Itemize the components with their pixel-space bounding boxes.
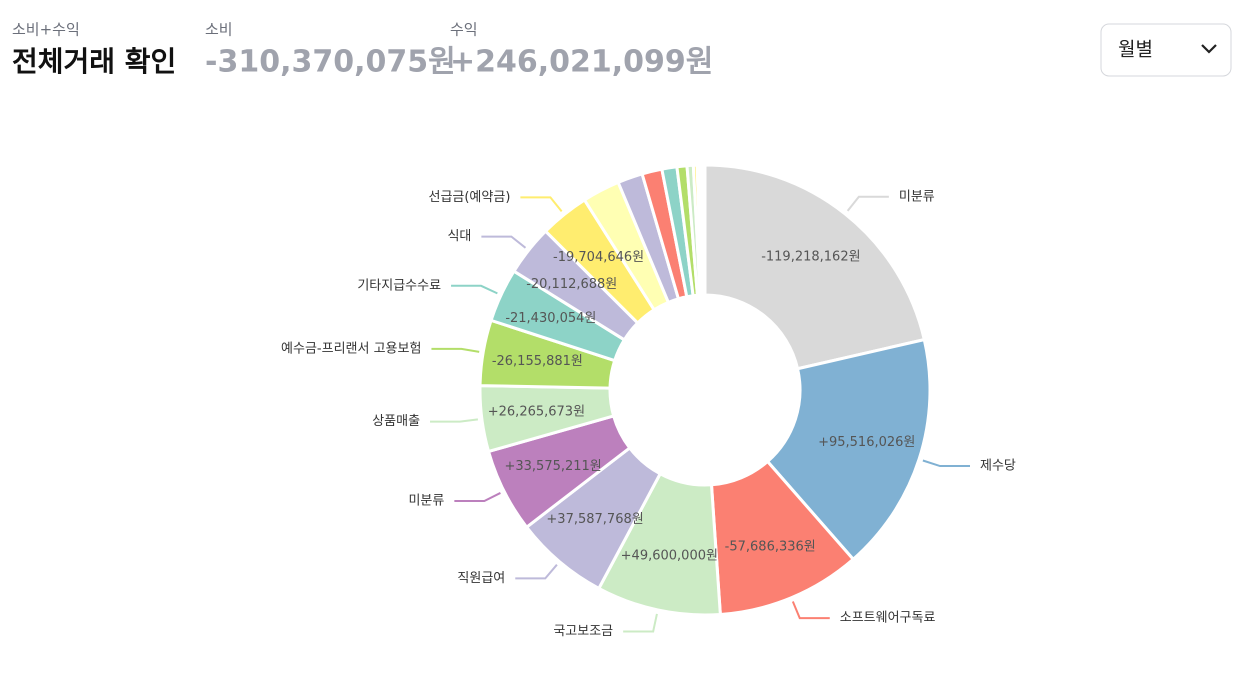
spend-label: 소비 (205, 21, 233, 39)
dropdown-label[interactable]: 월별 (1118, 39, 1153, 61)
leader-line (922, 459, 971, 468)
value-label: +49,600,000원 (621, 549, 718, 564)
slice (702, 163, 707, 297)
category-label: 제수당 (980, 459, 1016, 474)
income-label: 수익 (450, 21, 478, 39)
value-label: -20,112,688원 (526, 277, 617, 292)
spend-total: -310,370,075원 (205, 45, 456, 80)
leader-line (451, 284, 498, 295)
value-label: -21,430,054원 (505, 311, 596, 326)
leader-line (846, 195, 889, 212)
slice (703, 163, 926, 371)
category-label: 기타지급수수료 (357, 278, 441, 293)
value-label: -26,155,881원 (492, 354, 583, 369)
category-label: 직원급여 (457, 571, 505, 586)
leader-line (791, 601, 830, 620)
combined-label: 소비+수익 (12, 21, 80, 39)
category-label: 식대 (447, 229, 471, 244)
category-label: 국고보조금 (553, 624, 613, 639)
leader-line (623, 613, 658, 633)
slice (766, 338, 932, 561)
dropdown-box[interactable] (1100, 23, 1232, 77)
category-label: 예수금-프리랜서 고용보험 (281, 341, 421, 356)
value-label: -57,686,336원 (725, 539, 816, 554)
value-label: -119,218,162원 (761, 250, 860, 265)
leader-line (520, 196, 563, 213)
value-label: +95,516,026원 (818, 435, 915, 450)
leader-line (431, 347, 480, 353)
category-label: 미분류 (408, 494, 444, 509)
value-label: +37,587,768원 (546, 512, 643, 527)
category-label: 미분류 (899, 189, 935, 204)
category-label: 상품매출 (372, 414, 420, 429)
page-title: 전체거래 확인 (12, 45, 176, 78)
period-dropdown[interactable]: 월별 (1100, 23, 1232, 77)
chevron[interactable] (1201, 44, 1217, 54)
value-label: +33,575,211원 (504, 459, 601, 474)
value-label: -19,704,646원 (553, 250, 644, 265)
leader-line (481, 235, 527, 249)
value-label: +26,265,673원 (488, 404, 585, 419)
donut-chart: -119,218,162원미분류+95,516,026원제수당-57,686,3… (281, 163, 1016, 639)
leader-line (454, 492, 501, 503)
labels: -119,218,162원미분류+95,516,026원제수당-57,686,3… (281, 189, 1016, 639)
category-label: 선급금(예약금) (428, 190, 510, 205)
leader-line (515, 564, 558, 580)
leader-line (430, 418, 479, 423)
income-total: +246,021,099원 (450, 45, 713, 80)
category-label: 소프트웨어구독료 (840, 611, 936, 626)
